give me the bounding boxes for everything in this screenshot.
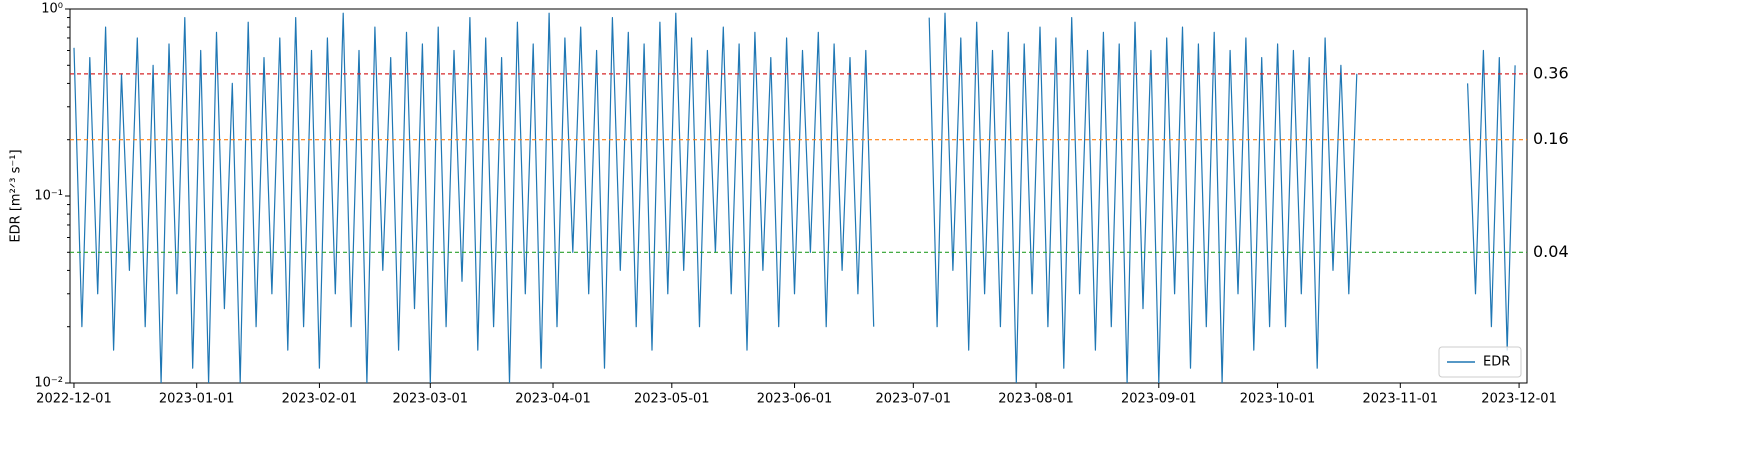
x-tick-label: 2023-04-01 xyxy=(515,392,591,407)
y-tick-label: 10⁻¹ xyxy=(34,189,63,204)
x-tick-label: 2023-11-01 xyxy=(1363,392,1439,407)
x-tick-label: 2023-08-01 xyxy=(998,392,1074,407)
x-tick-label: 2023-06-01 xyxy=(757,392,833,407)
x-tick-label: 2023-12-01 xyxy=(1481,392,1557,407)
x-tick-label: 2023-02-01 xyxy=(282,392,358,407)
x-tick-label: 2022-12-01 xyxy=(36,392,112,407)
plot-area xyxy=(73,12,1516,383)
x-tick-label: 2023-05-01 xyxy=(634,392,710,407)
y-tick-label: 10⁻² xyxy=(34,376,63,391)
x-tick-label: 2023-09-01 xyxy=(1121,392,1197,407)
x-tick-label: 2023-07-01 xyxy=(876,392,952,407)
threshold-label: 0.36 xyxy=(1533,63,1569,82)
data-line xyxy=(73,12,1516,383)
threshold-label: 0.04 xyxy=(1533,242,1569,261)
threshold-label: 0.16 xyxy=(1533,129,1569,148)
y-axis-label: EDR [m²ᐟ³ s⁻¹] xyxy=(9,149,24,242)
y-tick-label: 10⁰ xyxy=(41,2,63,17)
legend-box xyxy=(1438,346,1522,378)
x-tick-label: 2023-03-01 xyxy=(393,392,469,407)
legend-label: EDR xyxy=(1483,355,1510,370)
x-tick-label: 2023-10-01 xyxy=(1240,392,1316,407)
x-tick-label: 2023-01-01 xyxy=(159,392,235,407)
